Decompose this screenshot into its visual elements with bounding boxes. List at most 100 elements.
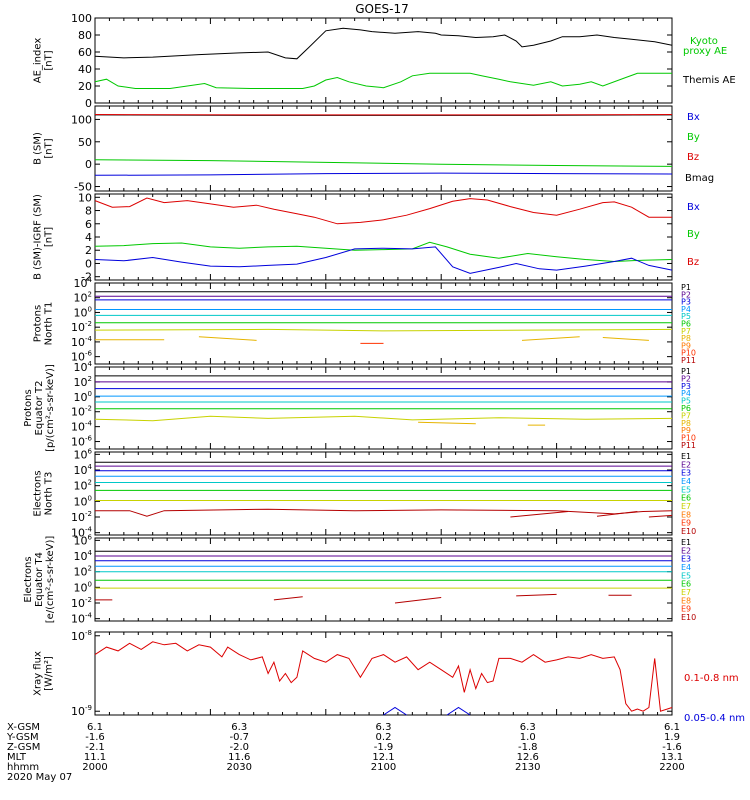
x-tick-value: 2200	[659, 762, 684, 773]
series-line	[394, 597, 442, 604]
x-tick-value: 11.6	[228, 752, 250, 763]
series-line	[198, 336, 257, 341]
legend-entry: P4	[681, 305, 691, 314]
y-tick-label: 106	[74, 533, 93, 547]
panel-frame	[94, 282, 673, 365]
legend-entry: 0.1-0.8 nm	[684, 673, 739, 684]
series-line	[94, 72, 672, 89]
panel-frame	[94, 366, 673, 450]
legend-entry: P10	[681, 349, 696, 358]
y-tick-label: 10-4	[71, 420, 93, 434]
x-tick-value: 6.3	[520, 722, 536, 733]
legend-entry: Bz	[687, 152, 699, 163]
y-tick-label: 100	[74, 580, 92, 594]
y-axis-label: [W/m²]	[44, 656, 55, 691]
series-line	[521, 336, 580, 341]
legend-entry: E9	[681, 605, 691, 614]
y-axis-label: Protons	[23, 389, 34, 426]
y-axis-label: North T1	[44, 302, 55, 346]
panel-frame	[94, 631, 673, 716]
x-row-label: MLT	[7, 752, 27, 763]
panel-frame	[94, 537, 673, 622]
series-line	[94, 197, 672, 225]
x-axis-labels: X-GSMY-GSMZ-GSMMLThhmm6.1-1.6-2.111.1200…	[6, 722, 685, 783]
legend-entry: P1	[681, 367, 691, 376]
legend-entry: P7	[681, 411, 691, 420]
y-tick-label: 100	[74, 494, 92, 508]
x-tick-value: -1.6	[662, 742, 682, 753]
series-line	[94, 172, 673, 176]
legend-entry: E9	[681, 519, 691, 528]
x-tick-value: 6.1	[664, 722, 680, 733]
panel-frame	[94, 451, 673, 536]
x-row-label: X-GSM	[7, 722, 40, 733]
legend-entry: P8	[681, 334, 691, 343]
legend-entry: Bz	[687, 257, 699, 268]
legend-entry: E1	[681, 538, 691, 547]
legend-entry: proxy AE	[683, 46, 727, 57]
y-tick-label: 100	[71, 113, 92, 126]
series-line	[648, 514, 673, 518]
legend-entry: P3	[681, 298, 691, 307]
y-tick-label: 10-2	[71, 596, 92, 610]
y-tick-label: 10-9	[71, 704, 92, 718]
series-line	[94, 246, 673, 274]
legend-entry: P2	[681, 290, 691, 299]
series-line	[516, 593, 557, 597]
x-tick-value: -1.9	[374, 742, 394, 753]
x-tick-value: 12.6	[517, 752, 539, 763]
y-tick-label: 10-4	[71, 612, 93, 626]
y-tick-label: 102	[74, 565, 92, 579]
y-axis-label: Electrons	[33, 470, 44, 516]
y-tick-label: 8	[85, 205, 92, 218]
legend-entry: By	[687, 229, 700, 240]
y-tick-label: 106	[74, 447, 93, 461]
x-row-label: hhmm	[7, 762, 39, 773]
y-axis-label: AE_index	[33, 38, 44, 84]
y-tick-label: 100	[74, 390, 92, 404]
y-tick-label: 0	[85, 257, 92, 270]
y-tick-label: 10-2	[71, 320, 92, 334]
legend-entry: Themis AE	[682, 75, 736, 86]
x-tick-value: -1.8	[518, 742, 538, 753]
y-axis-label: [e/(cm²-s-sr-keV)]	[45, 536, 56, 624]
legend-entry: P5	[681, 397, 691, 406]
y-tick-label: 10-2	[71, 510, 92, 524]
y-axis-label: North T3	[44, 472, 55, 516]
y-tick-label: 60	[78, 46, 92, 59]
x-tick-value: 0.2	[376, 732, 392, 743]
legend-entry: By	[687, 132, 700, 143]
series-line	[418, 421, 476, 425]
legend-entry: Bmag	[685, 173, 714, 184]
plot-title: GOES-17	[355, 2, 409, 16]
x-tick-value: 13.1	[661, 752, 683, 763]
y-tick-label: 10-8	[71, 629, 92, 643]
legend-entry: P4	[681, 389, 691, 398]
legend-entry: P8	[681, 419, 691, 428]
y-axis-label: [nT]	[44, 50, 55, 70]
y-axis-label: Equator T4	[34, 552, 45, 607]
y-tick-label: 102	[74, 291, 92, 305]
x-tick-value: 6.1	[87, 722, 103, 733]
legend-entry: E6	[681, 580, 691, 589]
legend-entry: E10	[681, 613, 696, 622]
series-line	[94, 641, 673, 712]
x-tick-value: -0.7	[229, 732, 249, 743]
legend-entry: E2	[681, 546, 691, 555]
y-axis-label: [nT]	[44, 138, 55, 158]
series-line	[602, 337, 649, 341]
series-line	[94, 27, 673, 60]
x-tick-value: -1.6	[85, 732, 105, 743]
panel-bsm: -50 0 50 100 B (SM) [nT] Bx By Bz Bmag	[33, 105, 714, 194]
y-tick-label: 104	[74, 276, 93, 290]
x-tick-value: 1.9	[664, 732, 680, 743]
legend-entry: E8	[681, 510, 691, 519]
panel-frame	[94, 17, 673, 104]
x-row-label: Y-GSM	[6, 732, 39, 743]
legend-entry: E2	[681, 460, 691, 469]
y-tick-label: 102	[74, 375, 92, 389]
